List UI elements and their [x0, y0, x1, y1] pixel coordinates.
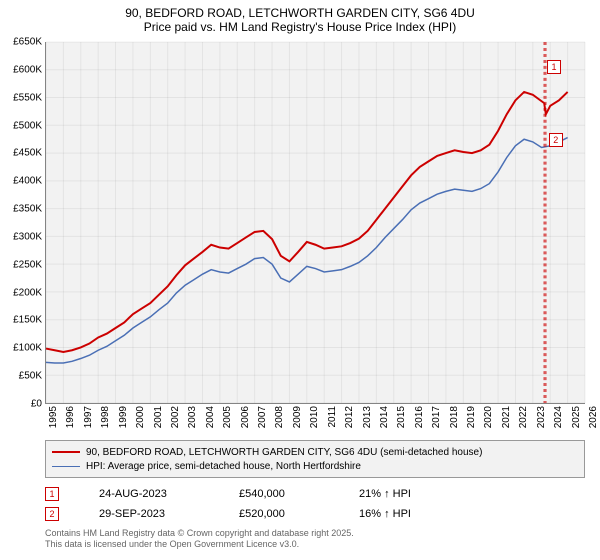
x-tick-label: 2018	[449, 406, 460, 436]
data-point-row: 1 24-AUG-2023 £540,000 21% ↑ HPI	[45, 484, 585, 504]
marker-box-2: 2	[549, 133, 563, 147]
y-tick-label: £0	[2, 399, 42, 410]
chart-svg	[46, 42, 585, 403]
data-point-date: 24-AUG-2023	[99, 488, 199, 500]
x-tick-label: 2016	[414, 406, 425, 436]
y-tick-label: £50K	[2, 371, 42, 382]
data-point-date: 29-SEP-2023	[99, 508, 199, 520]
y-tick-label: £400K	[2, 176, 42, 187]
legend-label: 90, BEDFORD ROAD, LETCHWORTH GARDEN CITY…	[86, 447, 482, 458]
legend-swatch	[52, 466, 80, 467]
data-point-pct: 21% ↑ HPI	[359, 488, 459, 500]
legend-swatch	[52, 451, 80, 453]
data-point-row: 2 29-SEP-2023 £520,000 16% ↑ HPI	[45, 504, 585, 524]
x-tick-label: 2015	[396, 406, 407, 436]
x-tick-label: 2019	[466, 406, 477, 436]
x-tick-label: 2000	[135, 406, 146, 436]
x-tick-label: 2004	[205, 406, 216, 436]
x-tick-label: 1997	[83, 406, 94, 436]
footer-attribution: Contains HM Land Registry data © Crown c…	[45, 528, 354, 551]
x-tick-label: 2003	[187, 406, 198, 436]
x-tick-label: 2007	[257, 406, 268, 436]
x-tick-label: 2022	[518, 406, 529, 436]
y-tick-label: £350K	[2, 204, 42, 215]
y-tick-label: £250K	[2, 259, 42, 270]
x-tick-label: 2006	[240, 406, 251, 436]
y-tick-label: £200K	[2, 287, 42, 298]
x-tick-label: 2010	[309, 406, 320, 436]
data-point-price: £520,000	[239, 508, 319, 520]
x-tick-label: 2023	[536, 406, 547, 436]
y-tick-label: £500K	[2, 120, 42, 131]
x-tick-label: 2005	[222, 406, 233, 436]
x-tick-label: 2017	[431, 406, 442, 436]
x-tick-label: 2021	[501, 406, 512, 436]
y-tick-label: £600K	[2, 64, 42, 75]
data-point-rows: 1 24-AUG-2023 £540,000 21% ↑ HPI 2 29-SEP-202…	[45, 484, 585, 524]
y-tick-label: £650K	[2, 37, 42, 48]
x-tick-label: 2026	[588, 406, 599, 436]
x-tick-label: 2011	[327, 406, 338, 436]
x-tick-label: 2008	[274, 406, 285, 436]
y-tick-label: £100K	[2, 343, 42, 354]
x-tick-label: 1995	[48, 406, 59, 436]
data-point-price: £540,000	[239, 488, 319, 500]
data-point-marker: 1	[45, 487, 59, 501]
x-tick-label: 1999	[118, 406, 129, 436]
chart-plot-area	[45, 42, 585, 404]
marker-box-1: 1	[547, 60, 561, 74]
x-tick-label: 2014	[379, 406, 390, 436]
x-tick-label: 2012	[344, 406, 355, 436]
footer-line-2: This data is licensed under the Open Gov…	[45, 539, 354, 550]
title-line-2: Price paid vs. HM Land Registry's House …	[0, 20, 600, 34]
data-point-pct: 16% ↑ HPI	[359, 508, 459, 520]
x-tick-label: 2020	[483, 406, 494, 436]
x-tick-label: 2001	[153, 406, 164, 436]
x-tick-label: 1996	[65, 406, 76, 436]
legend-label: HPI: Average price, semi-detached house,…	[86, 461, 361, 472]
footer-line-1: Contains HM Land Registry data © Crown c…	[45, 528, 354, 539]
y-tick-label: £450K	[2, 148, 42, 159]
x-tick-label: 2013	[362, 406, 373, 436]
legend-row: 90, BEDFORD ROAD, LETCHWORTH GARDEN CITY…	[52, 445, 578, 459]
legend-row: HPI: Average price, semi-detached house,…	[52, 459, 578, 473]
title-line-1: 90, BEDFORD ROAD, LETCHWORTH GARDEN CITY…	[0, 6, 600, 20]
y-tick-label: £150K	[2, 315, 42, 326]
x-tick-label: 2009	[292, 406, 303, 436]
y-tick-label: £550K	[2, 92, 42, 103]
x-tick-label: 1998	[100, 406, 111, 436]
chart-legend: 90, BEDFORD ROAD, LETCHWORTH GARDEN CITY…	[45, 440, 585, 478]
x-tick-label: 2025	[571, 406, 582, 436]
y-tick-label: £300K	[2, 231, 42, 242]
chart-title: 90, BEDFORD ROAD, LETCHWORTH GARDEN CITY…	[0, 0, 600, 36]
data-point-marker: 2	[45, 507, 59, 521]
x-tick-label: 2002	[170, 406, 181, 436]
x-tick-label: 2024	[553, 406, 564, 436]
